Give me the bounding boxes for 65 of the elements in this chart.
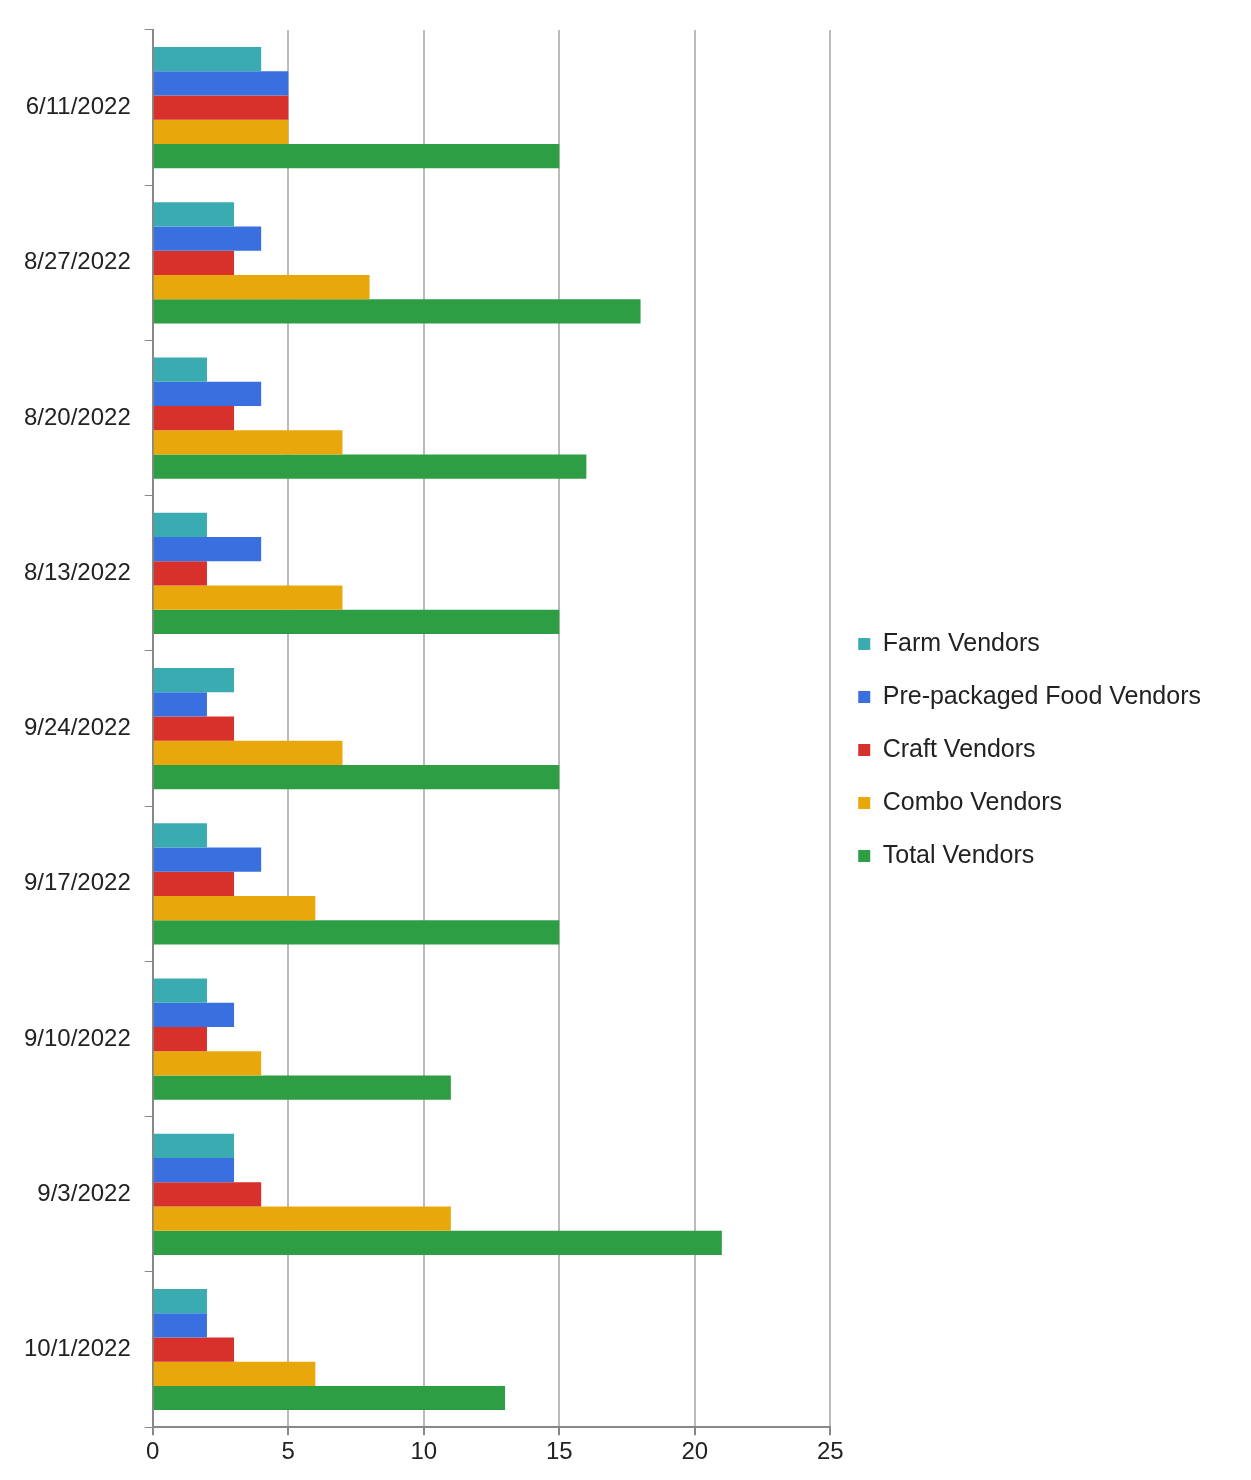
bar [153, 512, 207, 538]
bar [153, 847, 262, 872]
bar [153, 740, 343, 765]
bar [153, 1158, 235, 1183]
x-tick-label: 10 [410, 1437, 438, 1465]
bar [153, 430, 343, 455]
y-tick-label: 8/20/2022 [23, 402, 131, 430]
bar [153, 823, 207, 848]
bar [153, 299, 641, 324]
bar [153, 1133, 235, 1159]
x-tick-label: 20 [681, 1437, 709, 1465]
bar [153, 920, 560, 945]
bar [153, 585, 343, 610]
bar [153, 1337, 235, 1362]
bar [153, 381, 262, 406]
bar [153, 1051, 262, 1076]
legend-label: Pre-packaged Food Vendors [882, 680, 1201, 709]
x-tick-label: 25 [816, 1437, 844, 1465]
y-tick-label: 9/3/2022 [37, 1178, 131, 1206]
bar [153, 226, 262, 251]
bar [153, 454, 587, 479]
bar [153, 95, 289, 120]
bar [153, 47, 262, 72]
bar [153, 561, 207, 586]
legend-label: Craft Vendors [882, 733, 1036, 762]
bar [153, 1313, 207, 1338]
y-tick-label: 6/11/2022 [25, 92, 131, 120]
bar [153, 1026, 207, 1052]
bar [153, 871, 235, 896]
bar [153, 1182, 262, 1207]
bar [153, 1002, 235, 1027]
bar [153, 1361, 316, 1386]
bar [153, 250, 235, 275]
x-tick-label: 15 [545, 1437, 573, 1465]
y-tick-label: 8/27/2022 [23, 247, 131, 275]
bar [153, 609, 560, 634]
bar [153, 716, 235, 741]
legend-label: Combo Vendors [882, 786, 1063, 815]
bar [153, 764, 560, 790]
bar [153, 1385, 506, 1411]
legend-label: Farm Vendors [882, 627, 1040, 656]
bar [153, 895, 316, 921]
bar [153, 1075, 451, 1100]
x-tick-label: 5 [281, 1437, 295, 1465]
x-tick-label: 0 [146, 1437, 160, 1465]
y-tick-label: 8/13/2022 [23, 557, 131, 585]
bar [153, 537, 262, 562]
y-tick-label: 10/1/2022 [23, 1334, 131, 1362]
bar [153, 692, 207, 717]
bar [153, 119, 289, 144]
bar [153, 202, 235, 227]
y-tick-label: 9/17/2022 [23, 868, 131, 896]
bar [153, 71, 289, 96]
bar [153, 143, 560, 169]
bar [153, 357, 207, 382]
bar [153, 1289, 207, 1314]
bar [153, 1230, 722, 1255]
bar [153, 668, 235, 693]
bar [153, 1206, 451, 1231]
y-tick-label: 9/24/2022 [23, 713, 131, 741]
y-tick-label: 9/10/2022 [23, 1023, 131, 1051]
bar [153, 274, 370, 300]
legend-label: Total Vendors [882, 839, 1035, 868]
bar [153, 406, 235, 431]
bar [153, 978, 207, 1003]
